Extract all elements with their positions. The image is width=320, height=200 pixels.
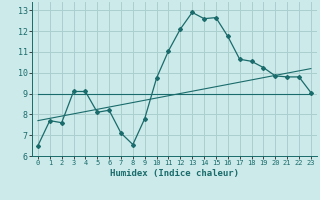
- X-axis label: Humidex (Indice chaleur): Humidex (Indice chaleur): [110, 169, 239, 178]
